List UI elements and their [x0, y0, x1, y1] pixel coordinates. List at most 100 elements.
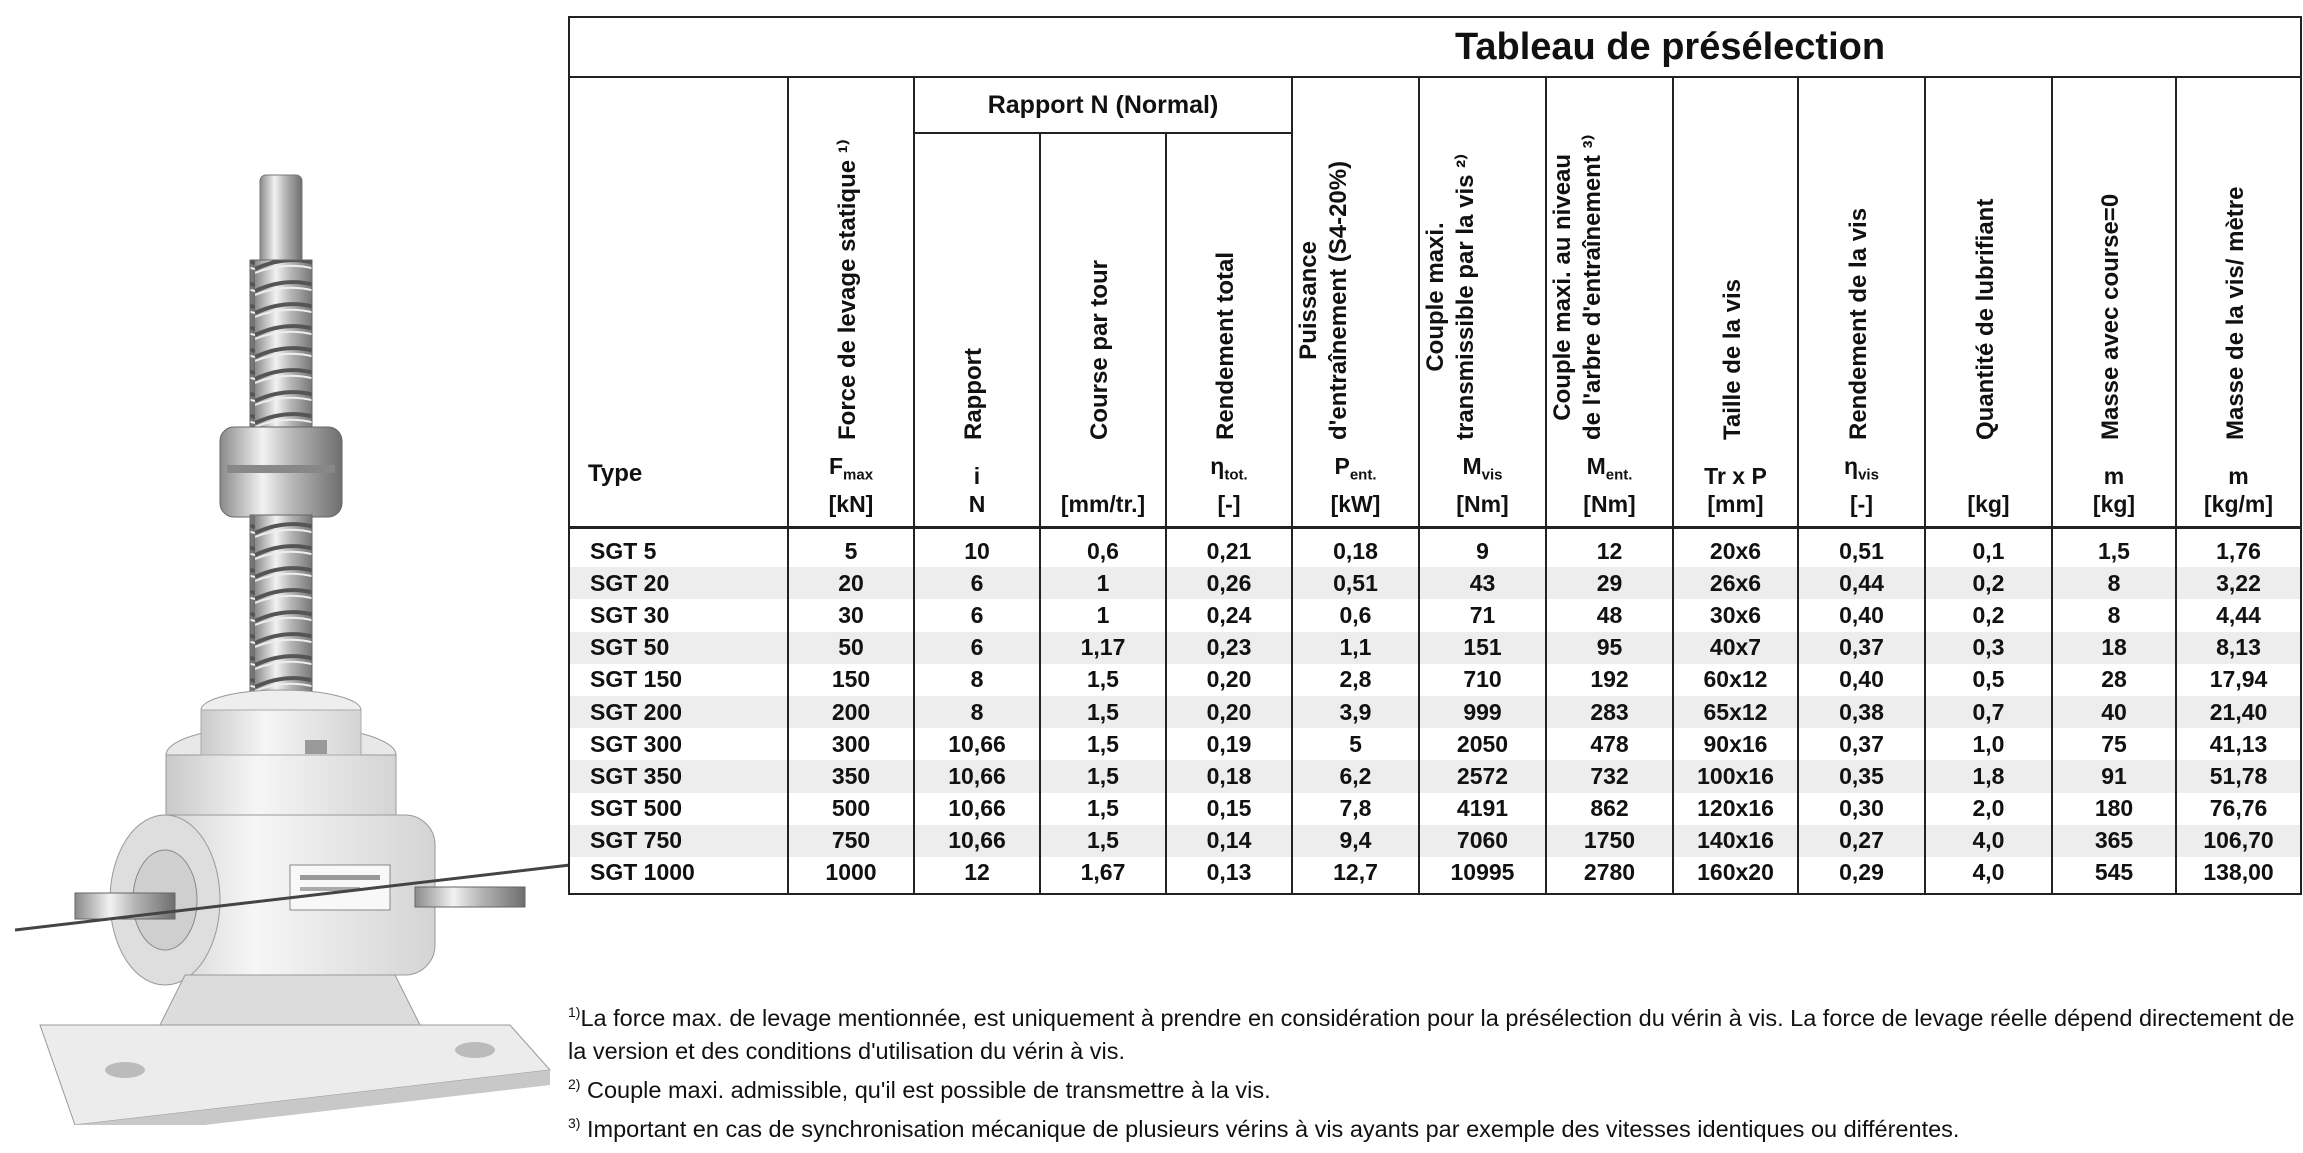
cell-ment: 283: [1545, 695, 1674, 729]
cell-massem: 8,13: [2174, 631, 2303, 664]
cell-massem: 4,44: [2174, 599, 2303, 632]
cell-course: 1: [1039, 599, 1167, 632]
cell-eta_tot: 0,23: [1165, 631, 1293, 664]
cell-type: SGT 500: [568, 792, 789, 825]
cell-masse0: 28: [2051, 663, 2177, 696]
footnote-2: 2) Couple maxi. admissible, qu'il est po…: [568, 1075, 1271, 1103]
table-row: SGT 350 350 10,66 1,5 0,18 6,2 2572 732 100x16 0,…: [568, 760, 2303, 793]
table-row: SGT 30 30 6 1 0,24 0,6 71 48 30x6 0,40 0,2 8 4,44: [568, 599, 2303, 632]
cell-massem: 138,00: [2174, 856, 2303, 896]
cell-fmax: 150: [787, 663, 915, 696]
cell-ment: 48: [1545, 599, 1674, 632]
cell-type: SGT 200: [568, 695, 789, 729]
cell-taille: 60x12: [1672, 663, 1799, 696]
cell-eta_vis: 0,40: [1797, 663, 1926, 696]
cell-i: 12: [913, 856, 1041, 896]
cell-lub: 0,2: [1924, 567, 2053, 600]
screw-jack-product-image: [15, 174, 570, 1125]
cell-taille: 140x16: [1672, 824, 1799, 857]
cell-i: 10: [913, 526, 1041, 568]
cell-eta_vis: 0,37: [1797, 728, 1926, 761]
table-body: SGT 5 5 10 0,6 0,21 0,18 9 12 20x6 0,51 0,1 1,5 1,76…: [568, 526, 2303, 896]
cell-course: 1,5: [1039, 760, 1167, 793]
cell-lub: 0,3: [1924, 631, 2053, 664]
cell-ment: 2780: [1545, 856, 1674, 896]
cell-pent: 7,8: [1291, 792, 1420, 825]
cell-course: 0,6: [1039, 526, 1167, 568]
cell-massem: 106,70: [2174, 824, 2303, 857]
cell-type: SGT 150: [568, 663, 789, 696]
cell-ment: 1750: [1545, 824, 1674, 857]
cell-eta_vis: 0,29: [1797, 856, 1926, 896]
table-row: SGT 300 300 10,66 1,5 0,19 5 2050 478 90x16 0,37 1…: [568, 728, 2303, 761]
cell-mvis: 71: [1418, 599, 1547, 632]
cell-taille: 20x6: [1672, 526, 1799, 568]
cell-i: 6: [913, 631, 1041, 664]
cell-pent: 0,51: [1291, 567, 1420, 600]
cell-massem: 17,94: [2174, 663, 2303, 696]
header-masse-course0: Masse avec course=0 m [kg]: [2051, 76, 2177, 529]
cell-eta_tot: 0,14: [1165, 824, 1293, 857]
cell-eta_tot: 0,15: [1165, 792, 1293, 825]
cell-masse0: 8: [2051, 567, 2177, 600]
cell-eta_vis: 0,38: [1797, 695, 1926, 729]
cell-eta_vis: 0,44: [1797, 567, 1926, 600]
cell-taille: 160x20: [1672, 856, 1799, 896]
cell-course: 1: [1039, 567, 1167, 600]
cell-eta_vis: 0,27: [1797, 824, 1926, 857]
header-group-rapport: Rapport N (Normal): [913, 76, 1293, 134]
cell-taille: 40x7: [1672, 631, 1799, 664]
cell-lub: 1,0: [1924, 728, 2053, 761]
cell-fmax: 1000: [787, 856, 915, 896]
cell-ment: 732: [1545, 760, 1674, 793]
cell-ment: 478: [1545, 728, 1674, 761]
cell-pent: 12,7: [1291, 856, 1420, 896]
cell-massem: 41,13: [2174, 728, 2303, 761]
cell-mvis: 151: [1418, 631, 1547, 664]
table-row: SGT 20 20 6 1 0,26 0,51 43 29 26x6 0,44 0,2 8 3,22: [568, 567, 2303, 600]
cell-mvis: 2050: [1418, 728, 1547, 761]
footnote-3: 3) Important en cas de synchronisation m…: [568, 1114, 1960, 1142]
header-pent: Puissance d'entraînement (S4-20%) Pent. [k…: [1291, 76, 1420, 529]
cell-lub: 4,0: [1924, 856, 2053, 896]
cell-eta_tot: 0,18: [1165, 760, 1293, 793]
cell-course: 1,5: [1039, 728, 1167, 761]
cell-eta_tot: 0,20: [1165, 695, 1293, 729]
cell-masse0: 365: [2051, 824, 2177, 857]
table-title: Tableau de présélection: [567, 16, 2303, 78]
cell-mvis: 7060: [1418, 824, 1547, 857]
cell-i: 10,66: [913, 728, 1041, 761]
preselection-table: Tableau de présélection Type Force de le…: [567, 16, 2303, 896]
header-fmax: Force de levage statique ¹⁾ Fmax [kN]: [787, 76, 915, 529]
cell-lub: 2,0: [1924, 792, 2053, 825]
cell-eta_vis: 0,51: [1797, 526, 1926, 568]
footnotes: 1)La force max. de levage mentionnée, es…: [568, 996, 2300, 1145]
table-row: SGT 150 150 8 1,5 0,20 2,8 710 192 60x12 0,40 0,5 2…: [568, 663, 2303, 696]
cell-i: 8: [913, 695, 1041, 729]
cell-eta_tot: 0,24: [1165, 599, 1293, 632]
cell-taille: 65x12: [1672, 695, 1799, 729]
cell-fmax: 300: [787, 728, 915, 761]
cell-lub: 4,0: [1924, 824, 2053, 857]
cell-taille: 90x16: [1672, 728, 1799, 761]
cell-eta_tot: 0,21: [1165, 526, 1293, 568]
cell-pent: 6,2: [1291, 760, 1420, 793]
cell-mvis: 9: [1418, 526, 1547, 568]
cell-type: SGT 750: [568, 824, 789, 857]
cell-type: SGT 20: [568, 567, 789, 600]
cell-fmax: 750: [787, 824, 915, 857]
cell-pent: 0,6: [1291, 599, 1420, 632]
header-masse-metre: Masse de la vis/ mètre m [kg/m]: [2174, 76, 2303, 529]
cell-i: 8: [913, 663, 1041, 696]
cell-ment: 192: [1545, 663, 1674, 696]
cell-fmax: 350: [787, 760, 915, 793]
footnote-1: 1)La force max. de levage mentionnée, es…: [568, 1004, 2295, 1064]
header-lubrifiant: Quantité de lubrifiant [kg]: [1924, 76, 2053, 529]
cell-pent: 2,8: [1291, 663, 1420, 696]
cell-type: SGT 350: [568, 760, 789, 793]
cell-lub: 0,7: [1924, 695, 2053, 729]
cell-course: 1,5: [1039, 792, 1167, 825]
cell-fmax: 50: [787, 631, 915, 664]
cell-i: 10,66: [913, 792, 1041, 825]
